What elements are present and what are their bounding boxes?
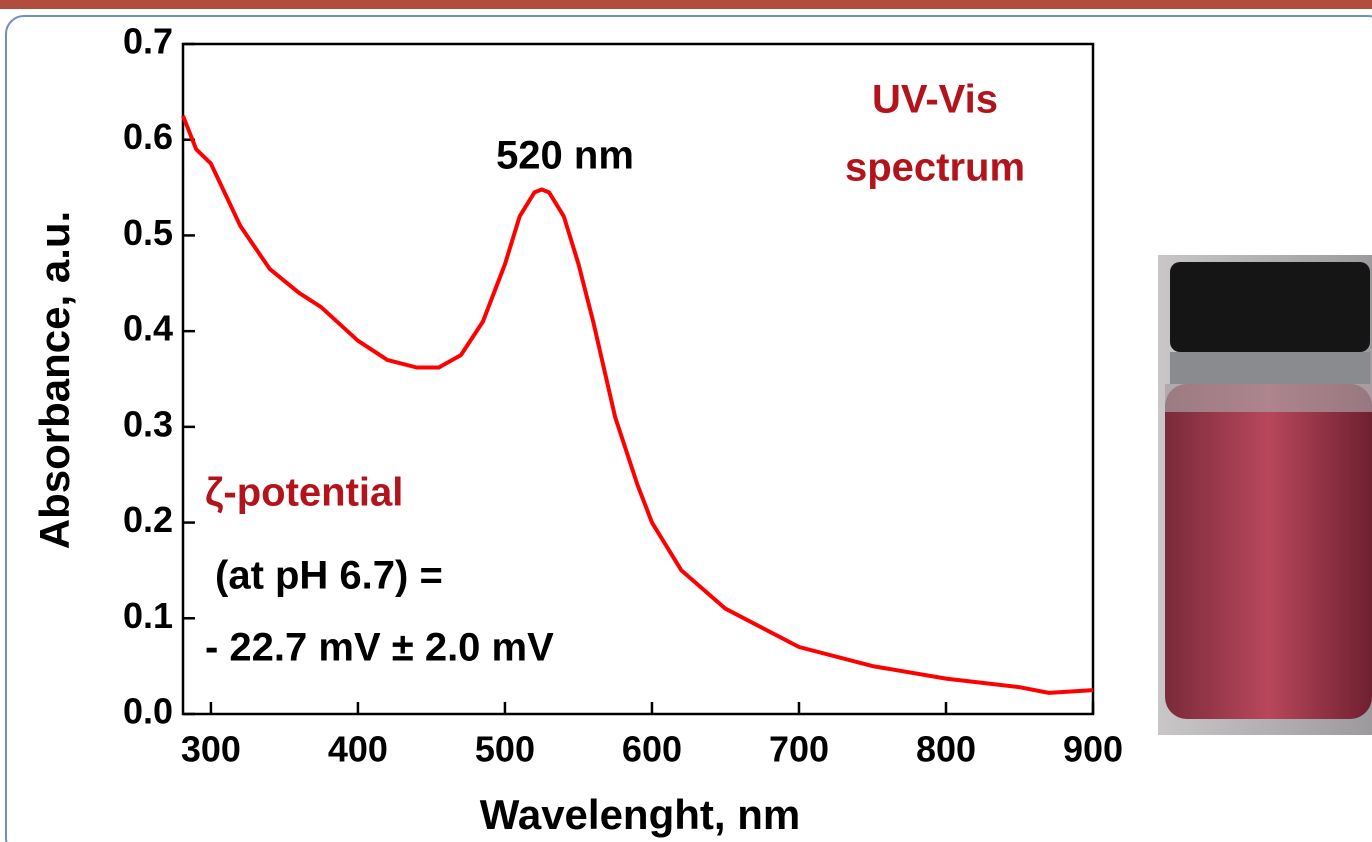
y-tick-label: 0.0 [123,691,173,732]
x-tick-label: 900 [1063,729,1123,770]
x-axis-label: Wavelenght, nm [480,791,800,838]
annotation: ζ-potential [205,471,403,515]
y-axis-label: Absorbance, a.u. [31,211,78,549]
x-tick-label: 400 [328,729,388,770]
x-tick-label: 300 [181,729,241,770]
x-tick-label: 600 [622,729,682,770]
x-tick-label: 700 [769,729,829,770]
y-tick-label: 0.1 [123,595,173,636]
plot: 300 400 500 600 700 800 900 0.0 0.1 0.2 0.3 0.4 0.5 0… [31,21,1123,839]
y-tick-label: 0.4 [123,308,173,349]
plot-frame [181,42,1095,716]
y-tick-label: 0.6 [123,116,173,157]
annotation: (at pH 6.7) = [215,554,443,598]
y-tick-label: 0.7 [123,21,173,62]
annotation: 520 nm [496,134,634,178]
x-tick-label: 500 [475,729,535,770]
header-bar [0,0,1372,9]
annotation: UV-Vis [872,78,998,122]
y-tick-label: 0.5 [123,212,173,253]
spectrum-line [181,115,1094,695]
y-tick-label: 0.3 [123,403,173,444]
annotation: spectrum [845,146,1025,190]
slide-frame [5,15,1372,842]
x-tick-label: 800 [916,729,976,770]
annotation: - 22.7 mV ± 2.0 mV [205,626,554,670]
y-tick-label: 0.2 [123,499,173,540]
vial-photo [1158,255,1372,735]
